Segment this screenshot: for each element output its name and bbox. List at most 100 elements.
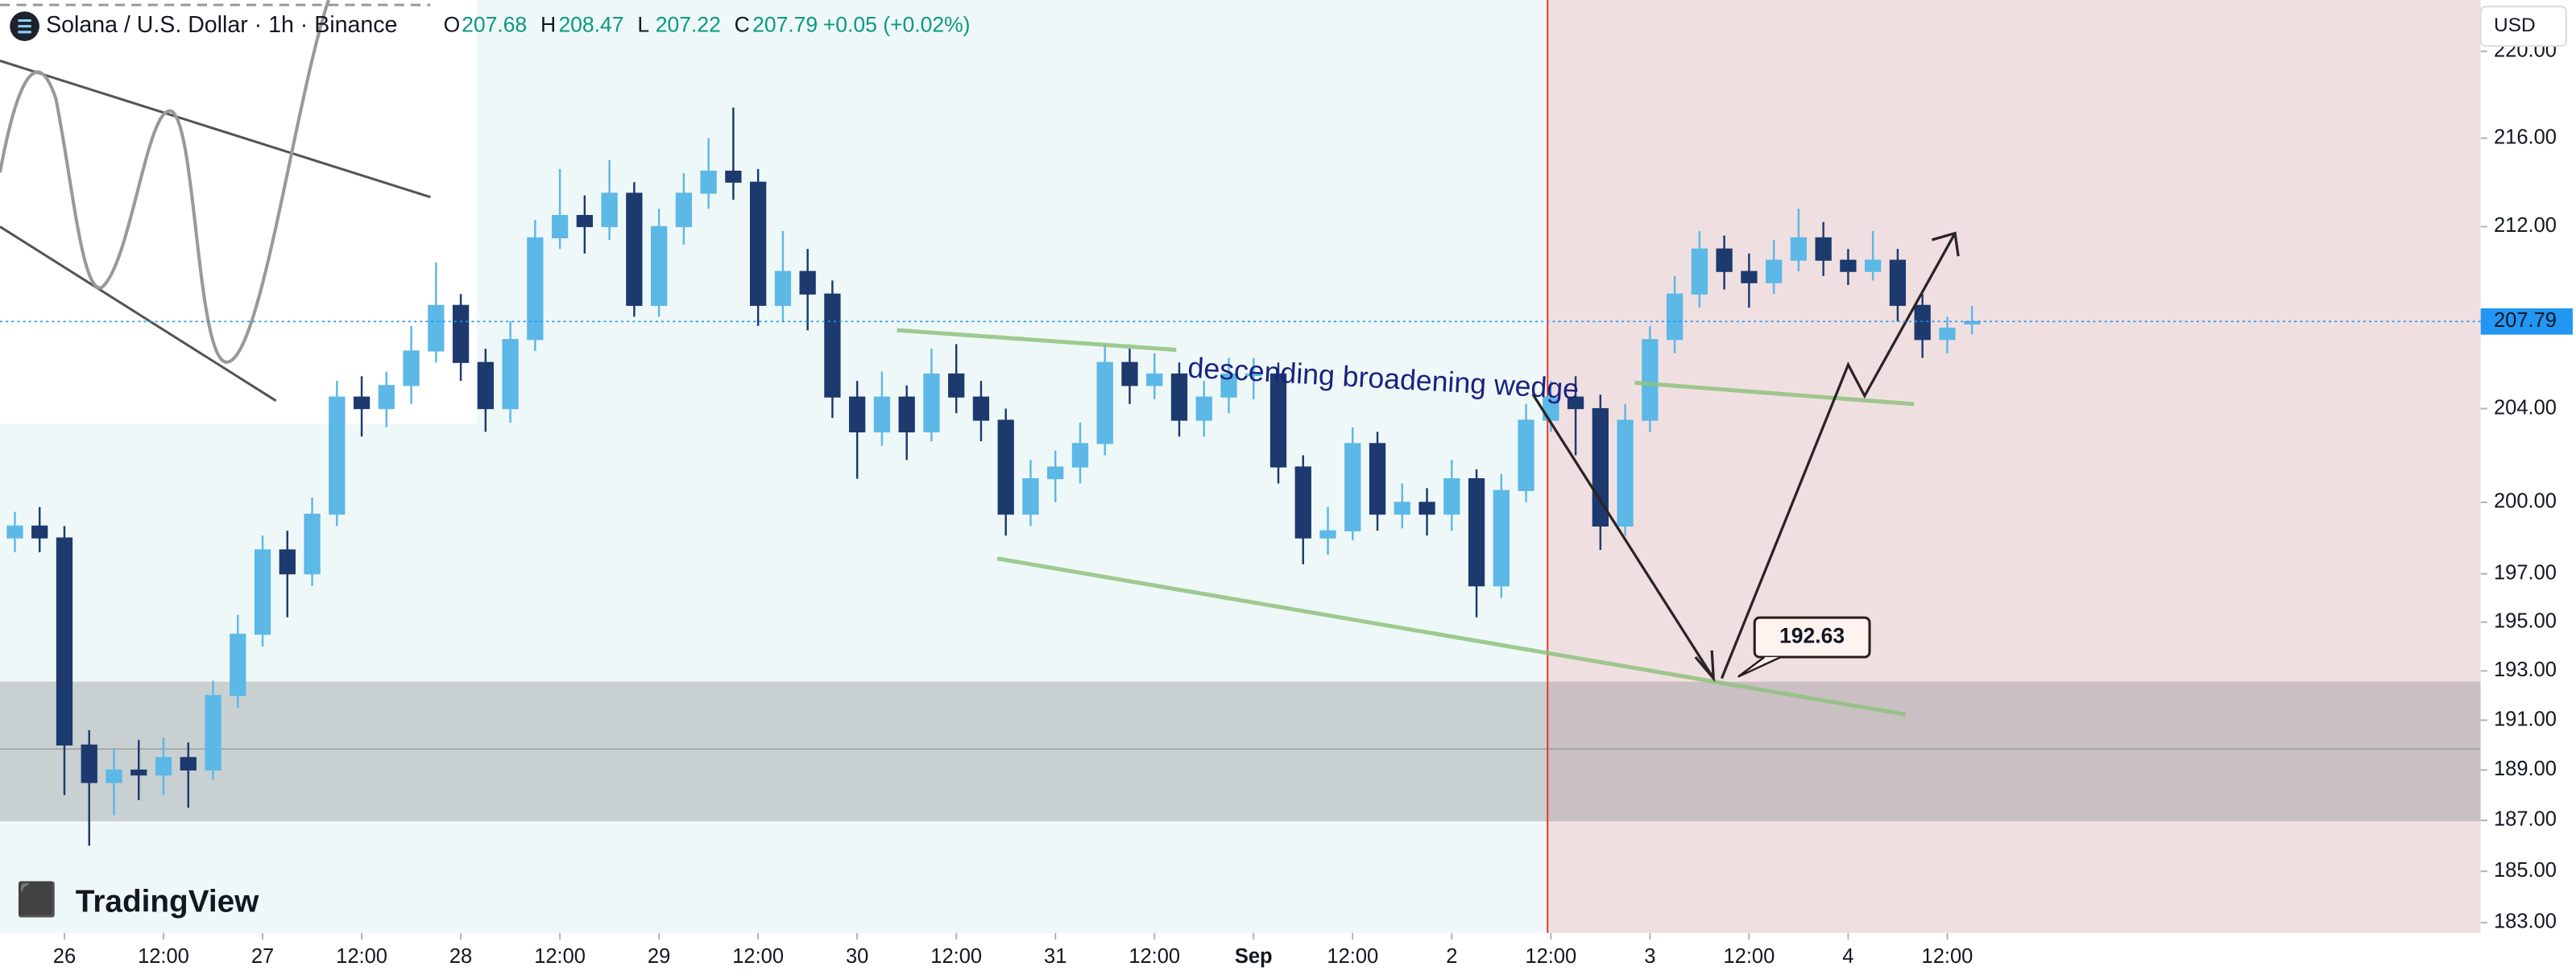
candle-body	[1865, 259, 1882, 272]
brand-mark: ⬛	[16, 881, 57, 918]
candle-body	[1741, 271, 1758, 283]
candle-body	[279, 549, 296, 575]
candle-body	[601, 192, 618, 228]
candle-body	[403, 350, 420, 386]
x-tick-label: 4	[1842, 945, 1853, 968]
candle-body	[1195, 396, 1212, 421]
x-tick-label: 12:00	[930, 945, 982, 968]
y-tick-label: 200.00	[2494, 490, 2557, 513]
ohlc-value: 207.68	[462, 13, 527, 37]
candle-body	[1245, 373, 1262, 377]
support-zone	[0, 681, 2481, 822]
candle-body	[1071, 443, 1089, 468]
ohlc-legend: O 207.68 H 208.47 L 207.22 C 207.79 +0.05 (+0.02…	[444, 13, 971, 37]
candle-body	[106, 769, 122, 783]
symbol-title[interactable]: Solana / U.S. Dollar · 1h · Binance	[46, 12, 397, 38]
candle-body	[1170, 373, 1188, 421]
y-tick-label: 187.00	[2494, 808, 2557, 831]
inset-drawing	[0, 0, 431, 403]
x-tick-label: 12:00	[1327, 945, 1378, 968]
y-tick-label: 193.00	[2494, 659, 2557, 681]
brand: TradingView	[76, 884, 259, 919]
x-tick-label: 12:00	[1129, 945, 1180, 968]
candle-body	[1394, 502, 1410, 515]
candle-body	[1493, 490, 1510, 587]
x-tick-label: 12:00	[732, 945, 784, 968]
last-price-label: 207.79	[2494, 309, 2557, 332]
candle-body	[1269, 373, 1287, 468]
last-price-box	[2480, 308, 2573, 335]
candle-body	[675, 192, 693, 228]
candle-body	[6, 525, 23, 539]
candle-body	[1765, 259, 1783, 283]
candle-body	[1443, 478, 1460, 515]
x-tick-label: 3	[1644, 945, 1655, 968]
candle-body	[1047, 466, 1064, 480]
candle-body	[1220, 373, 1237, 398]
candle-body	[1146, 373, 1163, 386]
currency-box[interactable]	[2479, 6, 2567, 48]
candle-body	[180, 757, 197, 771]
candle-body	[1790, 237, 1808, 261]
candle-body	[1716, 248, 1733, 272]
y-tick-label: 204.00	[2494, 396, 2557, 419]
candle-body	[650, 225, 668, 306]
candle-body	[527, 237, 544, 341]
candle-body	[1121, 361, 1138, 386]
candle-body	[452, 304, 470, 363]
candle-body	[997, 419, 1014, 515]
currency: USD	[2494, 14, 2536, 36]
candle-body	[254, 549, 271, 635]
candle-body	[56, 537, 73, 746]
x-tick-label: 31	[1044, 945, 1066, 968]
time-axis	[0, 932, 2481, 979]
candle-body	[873, 396, 891, 433]
x-tick-label: 30	[846, 945, 868, 968]
candle-body	[1815, 237, 1832, 261]
wedge-lines	[897, 328, 1915, 717]
candle-body	[130, 769, 147, 776]
y-tick-label: 183.00	[2494, 911, 2557, 933]
target-box	[1753, 616, 1871, 659]
projection-arrows	[1531, 231, 1960, 683]
x-tick-label: 29	[648, 945, 670, 968]
y-tick-label: 197.00	[2494, 561, 2557, 584]
y-tick-label: 191.00	[2494, 708, 2557, 730]
candle-body	[1914, 304, 1931, 341]
candle-body	[1319, 530, 1336, 539]
candle-body	[774, 271, 792, 306]
price-axis	[2480, 0, 2576, 979]
ohlc-value: 208.47	[558, 13, 623, 37]
x-tick-label: 12:00	[1525, 945, 1576, 968]
candle-body	[1666, 293, 1684, 341]
ohlc-value: 207.79	[752, 13, 818, 37]
ohlc-value: 207.22	[656, 13, 721, 37]
candle-body	[1567, 396, 1584, 410]
candle-body	[1691, 248, 1708, 295]
symbol-icon-lines	[18, 19, 31, 34]
candle-body	[923, 373, 940, 433]
candle-body	[1617, 419, 1634, 527]
candle-body	[1418, 502, 1435, 515]
candle-body	[1096, 361, 1113, 444]
candle-body	[31, 525, 48, 539]
axes: 183.00 185.00 187.00 189.00 191.00 193.00 195.…	[0, 39, 2573, 968]
y-tick-label: 216.00	[2494, 126, 2557, 148]
target-pointer	[1737, 655, 1782, 678]
y-tick-label: 189.00	[2494, 758, 2557, 780]
candles	[6, 107, 1981, 846]
candle-body	[378, 385, 395, 410]
candle-body	[551, 215, 569, 238]
candle-body	[824, 293, 841, 398]
x-tick-label: 28	[449, 945, 472, 968]
candle-body	[1889, 259, 1907, 306]
candle-body	[1642, 339, 1659, 421]
candle-body	[230, 634, 246, 696]
candle-body	[353, 396, 371, 410]
x-tick-label: 2	[1446, 945, 1457, 968]
candle-body	[81, 744, 97, 783]
x-tick-label: 12:00	[336, 945, 387, 968]
candle-body	[155, 757, 172, 776]
candle-body	[1294, 466, 1311, 539]
